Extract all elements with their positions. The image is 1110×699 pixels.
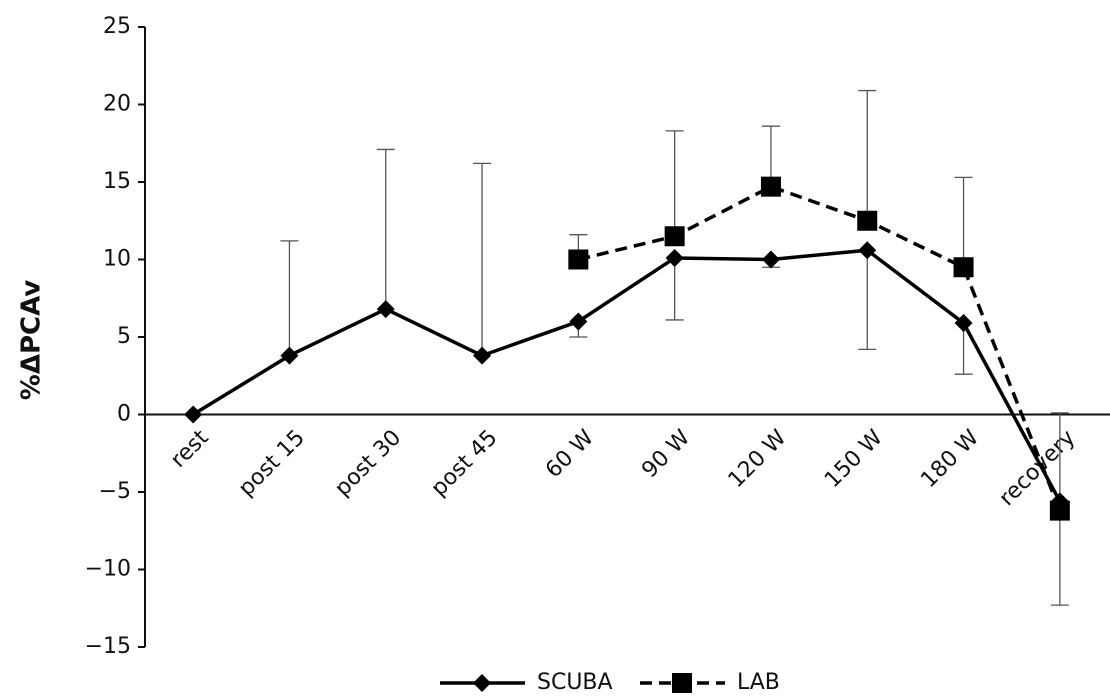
x-tick-label: recovery <box>995 425 1081 511</box>
marker <box>569 312 588 331</box>
y-tick-label: 5 <box>117 324 131 349</box>
x-tick-label: 60 W <box>541 425 599 483</box>
legend-label: LAB <box>737 670 780 695</box>
x-tick-label: 120 W <box>724 425 792 493</box>
y-tick-label: 25 <box>103 14 131 39</box>
marker <box>857 210 878 231</box>
marker <box>280 346 299 365</box>
marker <box>1049 500 1070 521</box>
marker <box>953 257 974 278</box>
y-tick-label: 10 <box>103 247 131 272</box>
x-tick-label: 150 W <box>820 425 888 493</box>
y-tick-label: −15 <box>85 634 131 659</box>
marker <box>184 405 203 424</box>
x-tick-label: post 15 <box>234 425 310 501</box>
series-line <box>192 248 1062 503</box>
marker <box>954 314 973 333</box>
x-tick-label: 90 W <box>637 425 695 483</box>
y-tick-label: 20 <box>103 92 131 117</box>
x-tick-label: post 30 <box>330 425 406 501</box>
marker <box>473 346 492 365</box>
legend-marker <box>473 674 491 692</box>
marker <box>568 249 589 270</box>
marker <box>665 248 684 267</box>
y-tick-label: −5 <box>99 479 131 504</box>
marker <box>858 241 877 260</box>
x-tick-label: 180 W <box>916 425 984 493</box>
marker <box>376 300 395 319</box>
marker <box>761 250 780 269</box>
y-tick-label: −10 <box>85 557 131 582</box>
y-tick-label: 15 <box>103 169 131 194</box>
marker <box>664 226 685 247</box>
marker <box>760 176 781 197</box>
x-tick-label: rest <box>166 425 214 473</box>
series-line <box>577 184 1062 512</box>
legend-marker <box>672 673 692 693</box>
y-tick-label: 0 <box>117 402 131 427</box>
legend-label: SCUBA <box>537 670 613 695</box>
x-tick-label: post 45 <box>427 425 503 501</box>
y-axis-title: %ΔPCAv <box>17 280 47 401</box>
